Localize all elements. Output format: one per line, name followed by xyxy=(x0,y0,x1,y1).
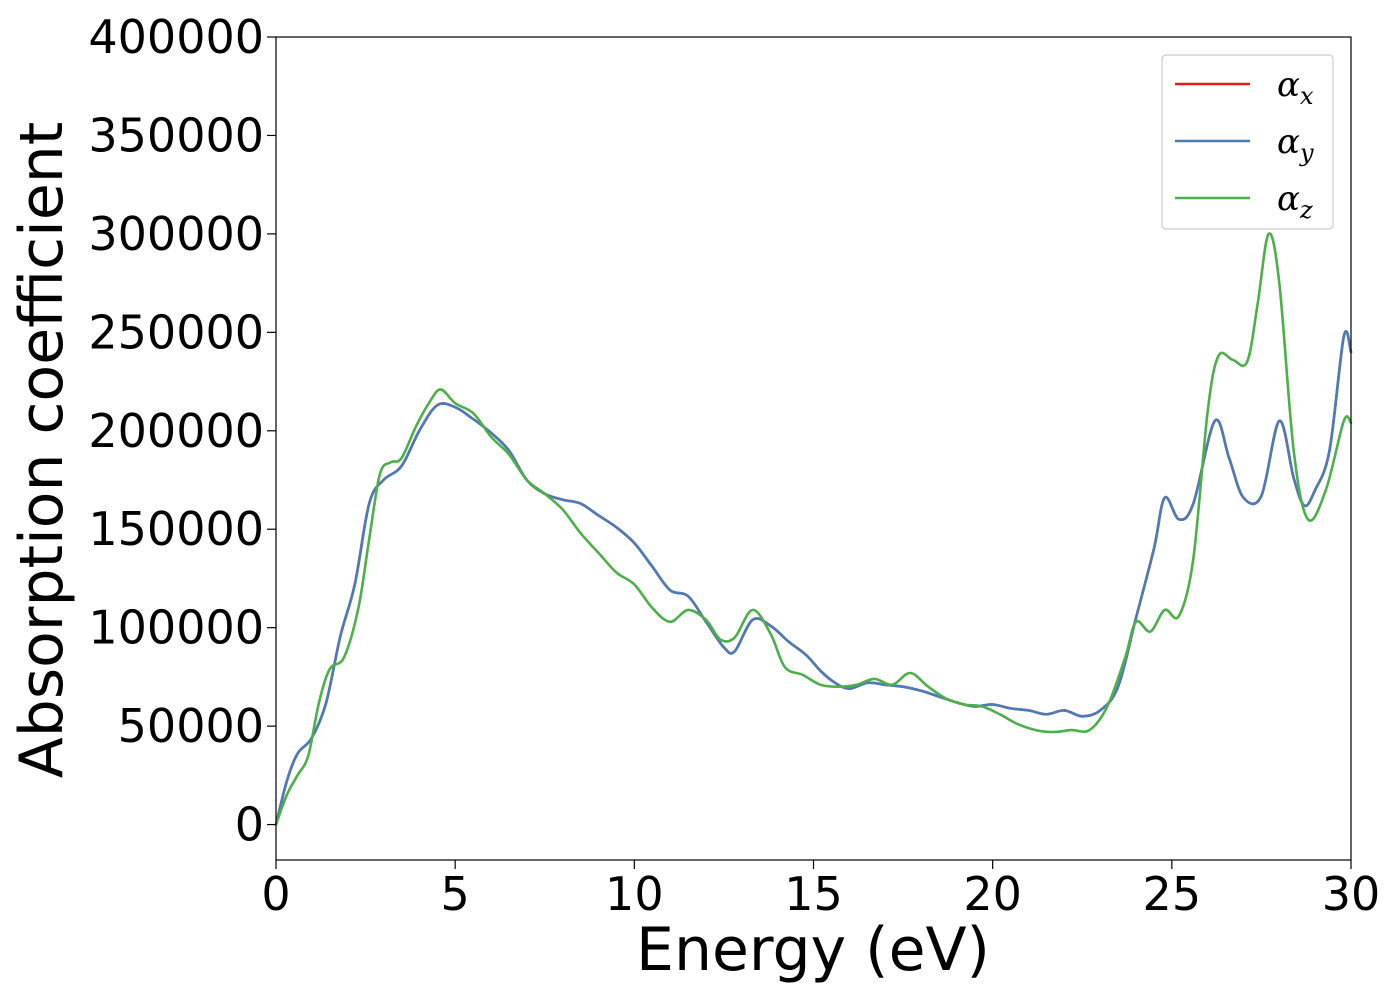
x-tick-label: 15 xyxy=(784,867,843,921)
legend-label-z: αz xyxy=(1277,179,1313,224)
y-tick-label: 0 xyxy=(235,798,264,852)
y-axis-title: Absorption coefficient xyxy=(7,122,77,779)
y-tick-label: 300000 xyxy=(88,207,264,261)
x-tick-label: 20 xyxy=(963,867,1022,921)
legend-label-y: αy xyxy=(1277,122,1314,167)
y-tick-label: 150000 xyxy=(88,502,264,556)
series-line-z xyxy=(274,232,1353,826)
y-axis: 0 50000 100000 150000 200000 250000 300000 3500… xyxy=(88,10,276,852)
plot-lines xyxy=(274,232,1353,826)
legend: αx αy αz xyxy=(1161,54,1334,230)
y-tick-label: 350000 xyxy=(88,108,264,162)
y-tick-label: 50000 xyxy=(118,699,264,753)
y-tick-label: 100000 xyxy=(88,601,264,655)
x-tick-label: 10 xyxy=(605,867,664,921)
y-tick-label: 400000 xyxy=(88,10,264,64)
x-axis: 0 5 10 15 20 25 30 xyxy=(261,860,1380,921)
x-tick-label: 30 xyxy=(1322,867,1381,921)
x-tick-label: 5 xyxy=(441,867,470,921)
x-axis-title: Energy (eV) xyxy=(636,915,990,985)
x-tick-label: 25 xyxy=(1143,867,1202,921)
legend-items: αx αy αz xyxy=(1175,65,1314,224)
y-tick-label: 250000 xyxy=(88,305,264,359)
legend-label-x: αx xyxy=(1277,65,1314,110)
y-tick-label: 200000 xyxy=(88,404,264,458)
x-tick-label: 0 xyxy=(261,867,290,921)
